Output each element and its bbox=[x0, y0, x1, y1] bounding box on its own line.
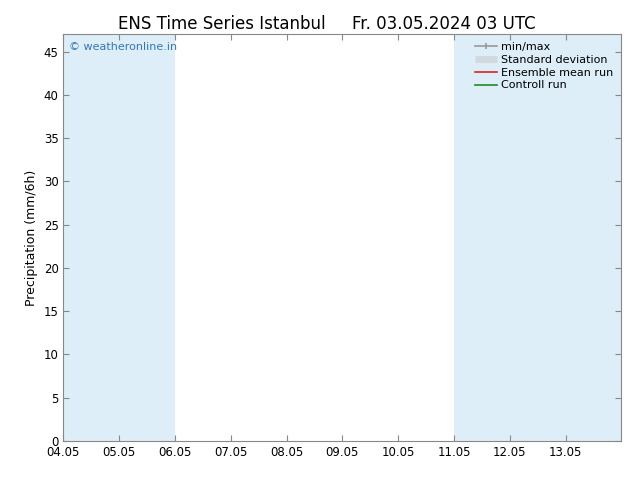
Bar bbox=[566, 34, 621, 441]
Bar bbox=[119, 34, 175, 441]
Text: © weatheronline.in: © weatheronline.in bbox=[69, 43, 177, 52]
Y-axis label: Precipitation (mm/6h): Precipitation (mm/6h) bbox=[25, 170, 38, 306]
Text: ENS Time Series Istanbul: ENS Time Series Istanbul bbox=[118, 15, 326, 33]
Text: Fr. 03.05.2024 03 UTC: Fr. 03.05.2024 03 UTC bbox=[352, 15, 536, 33]
Bar bbox=[454, 34, 510, 441]
Bar bbox=[510, 34, 566, 441]
Bar bbox=[63, 34, 119, 441]
Legend: min/max, Standard deviation, Ensemble mean run, Controll run: min/max, Standard deviation, Ensemble me… bbox=[472, 40, 616, 93]
